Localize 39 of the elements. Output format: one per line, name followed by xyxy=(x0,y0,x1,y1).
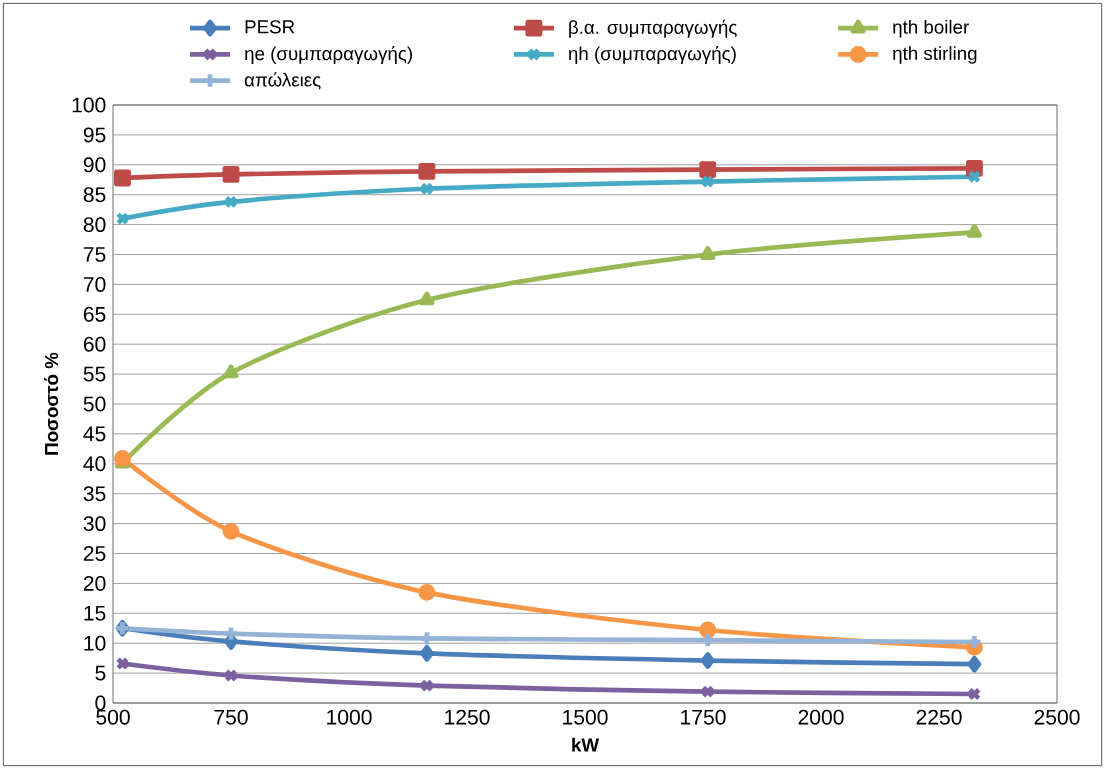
y-tick-label: 95 xyxy=(83,127,106,143)
y-axis-title: Ποσοστό % xyxy=(44,352,59,455)
y-tick-label: 5 xyxy=(95,665,106,681)
y-tick-label: 55 xyxy=(83,366,106,382)
y-tick-label: 85 xyxy=(83,187,106,203)
legend-label: ηth stirling xyxy=(893,46,977,64)
y-tick-label: 50 xyxy=(83,396,106,412)
y-tick-label: 35 xyxy=(83,486,106,502)
y-tick-label: 100 xyxy=(72,97,106,113)
x-tick-label: 1750 xyxy=(681,709,726,725)
y-tick-label: 0 xyxy=(95,695,106,711)
x-tick-label: 1000 xyxy=(327,709,372,725)
legend-label: β.α. συμπαραγωγής xyxy=(569,19,737,38)
x-tick-label: 2500 xyxy=(1034,709,1080,725)
y-tick-label: 60 xyxy=(83,336,106,352)
y-tick-label: 80 xyxy=(83,217,106,233)
y-tick-label: 10 xyxy=(84,635,106,651)
x-tick-label: 1500 xyxy=(563,709,608,725)
x-tick-label: 1250 xyxy=(445,709,490,725)
y-tick-label: 75 xyxy=(83,247,106,262)
y-tick-label: 30 xyxy=(83,516,106,532)
y-tick-label: 40 xyxy=(83,456,106,472)
x-tick-label: 500 xyxy=(96,709,130,725)
y-tick-label: 45 xyxy=(83,426,106,442)
x-tick-label: 2250 xyxy=(916,709,962,725)
legend-label: απώλειες xyxy=(244,72,321,90)
y-tick-label: 20 xyxy=(83,575,106,591)
y-tick-label: 70 xyxy=(83,276,106,292)
legend-label: PESR xyxy=(245,20,295,34)
y-tick-label: 90 xyxy=(83,157,106,173)
legend-label: ηth boiler xyxy=(893,19,969,38)
y-tick-label: 65 xyxy=(83,306,106,322)
y-tick-label: 25 xyxy=(83,546,106,561)
y-tick-label: 15 xyxy=(84,605,106,621)
x-tick-label: 2000 xyxy=(798,709,844,725)
legend-label: ηh (συμπαραγωγής) xyxy=(568,45,736,64)
legend-label: ηe (συμπαραγωγής) xyxy=(245,45,412,64)
x-axis-title: kW xyxy=(572,737,600,752)
x-tick-label: 750 xyxy=(214,709,248,725)
